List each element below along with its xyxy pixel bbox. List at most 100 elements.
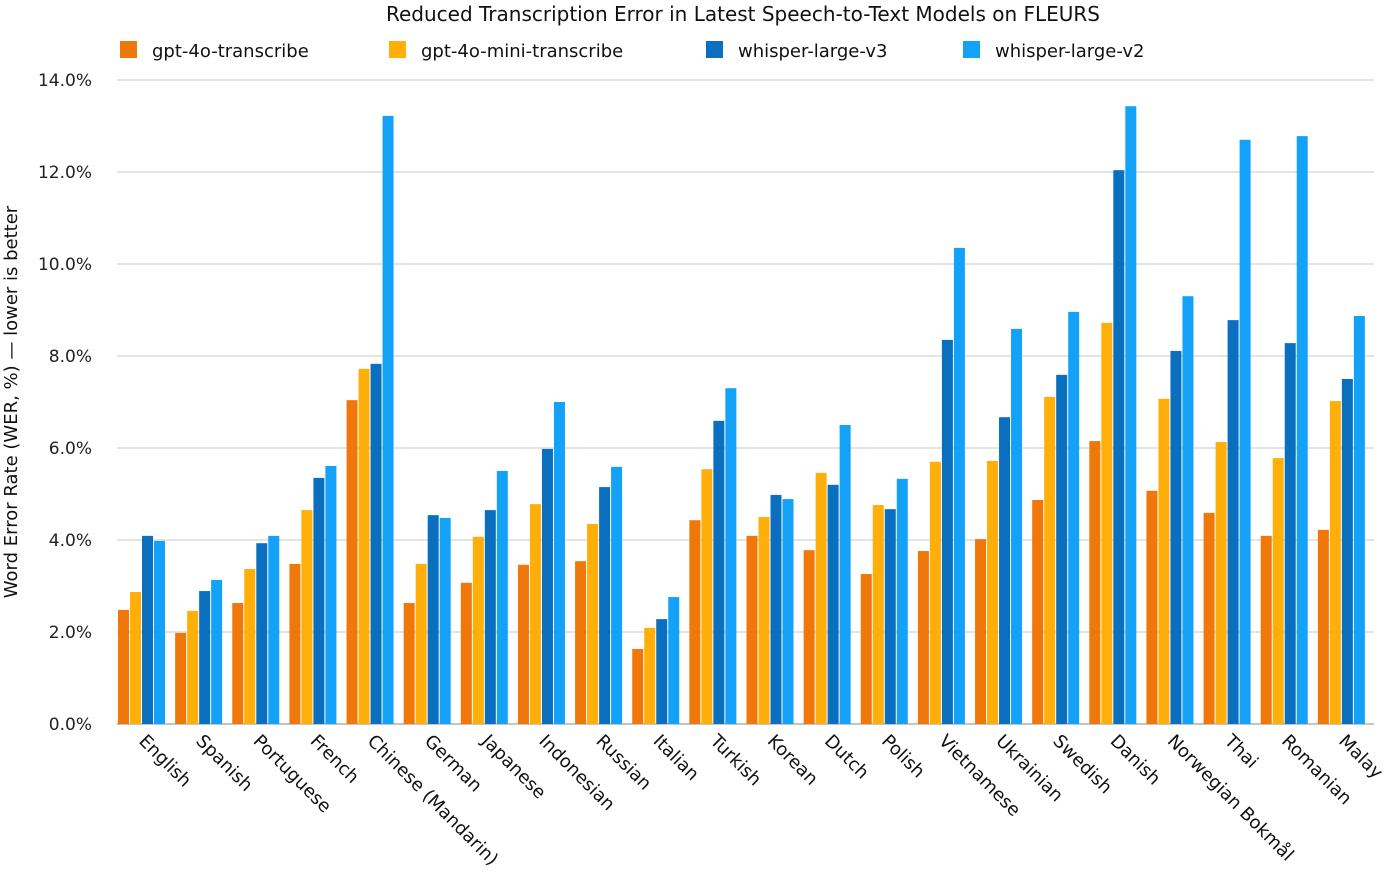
bar <box>1341 379 1353 724</box>
bar <box>999 417 1011 724</box>
bar <box>199 591 211 724</box>
bar <box>1317 529 1329 724</box>
bar <box>382 115 394 724</box>
y-tick-label: 8.0% <box>49 347 92 367</box>
bar <box>975 539 987 724</box>
bar <box>1272 458 1284 724</box>
bar <box>553 402 565 724</box>
bar <box>587 523 599 724</box>
bar <box>301 510 313 724</box>
bar <box>1101 322 1113 724</box>
bar <box>815 472 827 724</box>
bar <box>1158 398 1170 724</box>
bar <box>1044 396 1056 724</box>
bar <box>599 487 611 724</box>
legend-label: gpt-4o-transcribe <box>152 41 309 62</box>
bar <box>782 499 794 724</box>
bar <box>872 505 884 724</box>
bar <box>1227 320 1239 724</box>
x-tick-label: English <box>134 731 195 792</box>
bar <box>941 339 953 724</box>
bar <box>896 478 908 724</box>
bar <box>860 574 872 724</box>
bar <box>130 591 141 724</box>
bar <box>884 509 896 724</box>
x-tick-label: Turkish <box>705 730 765 790</box>
bar <box>1260 535 1272 724</box>
bar <box>1170 350 1182 724</box>
legend-label: whisper-large-v3 <box>738 41 887 62</box>
bar <box>917 551 929 724</box>
bar <box>1011 328 1023 724</box>
bar <box>472 536 484 724</box>
legend-swatch <box>706 41 723 58</box>
bar <box>1182 296 1194 724</box>
bar <box>1125 106 1137 725</box>
bar <box>929 461 941 724</box>
legend-label: gpt-4o-mini-transcribe <box>421 41 623 62</box>
x-tick-label: Thai <box>1219 730 1262 773</box>
bar <box>118 609 129 724</box>
x-tick-label: Italian <box>649 731 703 785</box>
legend-swatch <box>120 41 137 58</box>
bar <box>770 494 782 724</box>
y-tick-label: 2.0% <box>49 623 92 643</box>
bar <box>496 471 508 724</box>
bar <box>713 420 725 724</box>
bar <box>701 469 713 724</box>
y-tick-label: 14.0% <box>38 71 92 91</box>
bar <box>256 543 268 724</box>
bar <box>827 484 839 724</box>
bar <box>358 368 370 724</box>
legend-swatch <box>389 41 406 58</box>
bar <box>175 632 187 724</box>
legend: gpt-4o-transcribe gpt-4o-mini-transcribe w… <box>120 41 1144 62</box>
bar <box>154 540 165 724</box>
bar <box>1284 343 1296 724</box>
y-tick-label: 10.0% <box>38 255 92 275</box>
bar <box>415 563 427 724</box>
bar <box>1068 311 1080 724</box>
y-tick-label: 0.0% <box>49 715 92 735</box>
bar <box>187 610 199 724</box>
bar <box>1296 136 1308 724</box>
bar <box>1146 490 1158 724</box>
bar <box>668 597 680 724</box>
bar <box>1215 442 1227 724</box>
bar <box>644 627 656 724</box>
bar <box>244 568 256 724</box>
x-tick-label: Malay <box>1334 731 1387 784</box>
y-tick-label: 6.0% <box>49 439 92 459</box>
bar <box>1239 139 1251 725</box>
bar <box>403 603 415 724</box>
bar <box>517 564 529 724</box>
x-tick-label: French <box>306 731 363 788</box>
bar <box>289 563 301 724</box>
bar <box>611 466 623 724</box>
bar <box>541 448 553 724</box>
bar <box>656 619 668 724</box>
bar <box>689 520 701 724</box>
legend-label: whisper-large-v2 <box>995 41 1144 62</box>
bar <box>427 515 439 724</box>
bar <box>746 535 758 724</box>
x-tick-label: Korean <box>763 731 822 790</box>
bar <box>1329 401 1341 724</box>
bar <box>211 580 223 724</box>
bar <box>1032 499 1044 724</box>
bar <box>758 517 770 724</box>
bar <box>529 504 541 724</box>
y-tick-label: 12.0% <box>38 163 92 183</box>
bar <box>313 477 325 724</box>
bar <box>632 649 644 724</box>
bar <box>268 535 280 724</box>
bar <box>1089 441 1101 724</box>
bar <box>346 400 358 724</box>
bar <box>839 425 851 724</box>
bar <box>370 363 382 724</box>
bar <box>987 460 999 724</box>
bar <box>1113 170 1125 724</box>
bar <box>484 510 496 724</box>
bar <box>325 465 337 724</box>
